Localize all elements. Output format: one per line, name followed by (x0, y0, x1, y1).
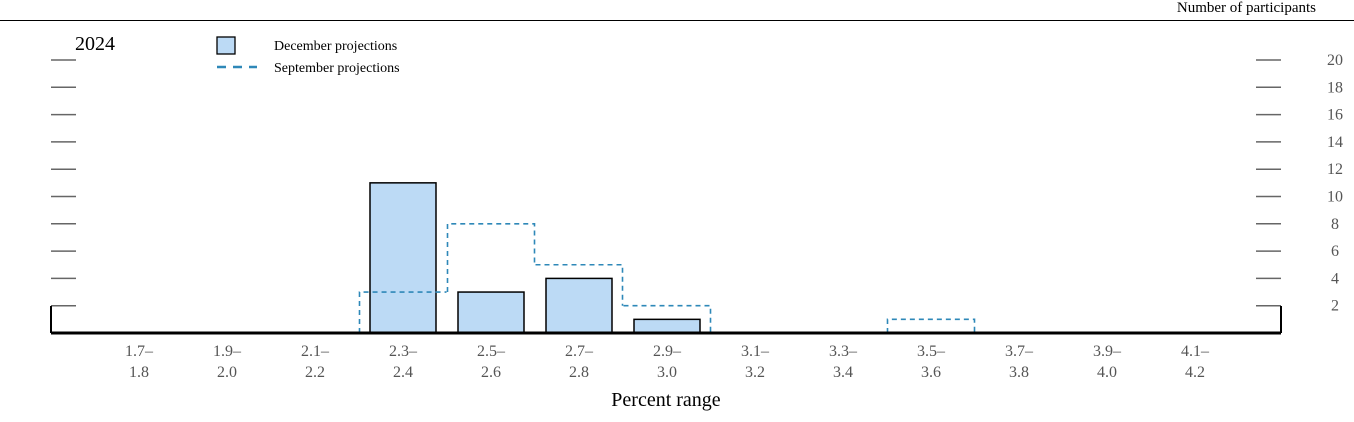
x-tick-label-top: 2.9– (653, 343, 682, 360)
bar-december-2.93.0 (633, 318, 701, 334)
y-tick-label: 16 (1327, 107, 1343, 124)
x-axis-title: Percent range (611, 389, 721, 411)
x-tick-label-bottom: 3.2 (745, 364, 765, 381)
bar-december-2.32.4 (369, 182, 437, 334)
x-tick-label-top: 3.7– (1005, 343, 1034, 360)
y-tick-label: 10 (1327, 189, 1343, 206)
x-tick-label-bottom: 3.0 (657, 364, 677, 381)
x-tick-label-top: 2.1– (301, 343, 330, 360)
legend-label-september: September projections (274, 61, 400, 76)
x-tick-label-bottom: 3.6 (921, 364, 941, 381)
y-tick-label: 4 (1331, 270, 1339, 287)
x-tick-label-bottom: 1.8 (129, 364, 149, 381)
x-tick-label-top: 2.5– (477, 343, 506, 360)
x-tick-label-bottom: 2.6 (481, 364, 501, 381)
bar-december-2.52.6 (457, 291, 525, 334)
x-tick-label-bottom: 3.4 (833, 364, 853, 381)
x-tick-label-top: 3.3– (829, 343, 858, 360)
x-tick-label-top: 3.9– (1093, 343, 1122, 360)
x-tick-label-top: 1.9– (213, 343, 242, 360)
chart-title: 2024 (75, 33, 115, 55)
x-tick-label-bottom: 4.0 (1097, 364, 1117, 381)
x-tick-label-bottom: 2.8 (569, 364, 589, 381)
y-tick-label: 20 (1327, 52, 1343, 69)
legend-label-december: December projections (274, 39, 397, 54)
y-tick-label: 14 (1327, 134, 1343, 151)
x-tick-label-bottom: 3.8 (1009, 364, 1029, 381)
x-tick-label-top: 3.5– (917, 343, 946, 360)
y-tick-label: 2 (1331, 298, 1339, 315)
y-tick-label: 6 (1331, 243, 1339, 260)
x-tick-label-top: 1.7– (125, 343, 154, 360)
axis-frame (50, 306, 1282, 335)
x-tick-labels: 1.7– 1.8 1.9– 2.0 2.1– 2.2 2.3– 2.4 2.5– 2.6 2.7– 2… (125, 343, 1210, 381)
left-tick-marks (51, 59, 76, 307)
x-tick-label-top: 3.1– (741, 343, 770, 360)
right-tick-marks: 2 4 6 8 10 12 14 16 18 20 (1256, 52, 1343, 315)
x-tick-label-top: 2.7– (565, 343, 594, 360)
x-tick-label-bottom: 2.0 (217, 364, 237, 381)
y-tick-label: 18 (1327, 79, 1343, 96)
y-tick-label: 12 (1327, 161, 1343, 178)
x-tick-label-top: 4.1– (1181, 343, 1210, 360)
x-tick-label-top: 2.3– (389, 343, 418, 360)
bar-december-2.72.8 (545, 277, 613, 334)
y-tick-label: 8 (1331, 216, 1339, 233)
legend: December projections September projectio… (216, 36, 400, 76)
x-tick-label-bottom: 2.2 (305, 364, 325, 381)
x-tick-label-bottom: 2.4 (393, 364, 413, 381)
september-dashed-step-line (358, 223, 976, 333)
x-tick-label-bottom: 4.2 (1185, 364, 1205, 381)
top-right-label: Number of participants (1177, 0, 1316, 16)
legend-swatch-december (216, 36, 236, 55)
